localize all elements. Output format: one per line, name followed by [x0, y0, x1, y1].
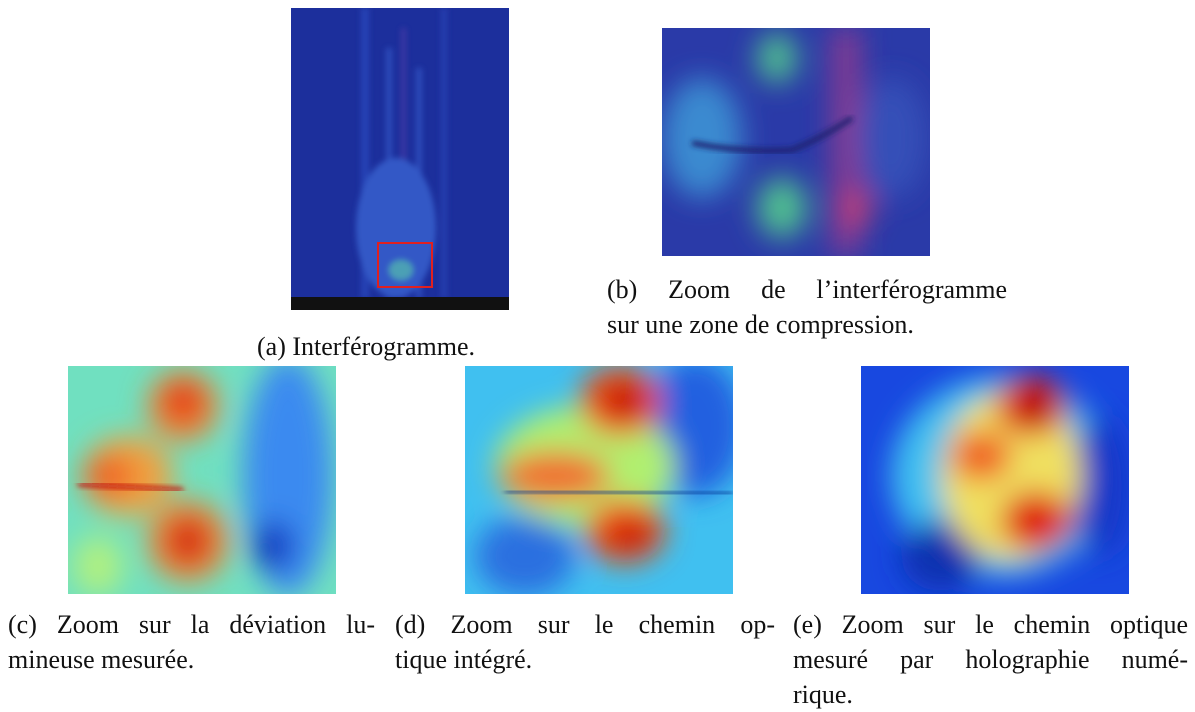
caption-b: (b) Zoom de l’interférogramme sur une zon…: [607, 272, 1007, 342]
zoom-deviation-image: [68, 366, 336, 594]
caption-line: (c) Zoom sur la déviation lu-: [8, 610, 375, 639]
caption-c: (c) Zoom sur la déviation lu-mineuse mes…: [8, 607, 375, 677]
zoom-interferogram-image: [662, 28, 930, 256]
caption-line: rique.: [793, 680, 853, 709]
caption-line: mineuse mesurée.: [8, 645, 195, 674]
zoom-integrated-path-image: [465, 366, 733, 594]
caption-line: (b) Zoom de l’interférogramme: [607, 275, 1007, 304]
caption-e: (e) Zoom sur le chemin optique mesuré par…: [793, 607, 1188, 712]
interferogram-image: [291, 8, 509, 310]
caption-line: mesuré par holographie numé-: [793, 645, 1188, 674]
caption-line: sur une zone de compression.: [607, 310, 914, 339]
caption-line: (a) Interférogramme.: [257, 332, 475, 361]
caption-line: (d) Zoom sur le chemin op-: [395, 610, 775, 639]
caption-d: (d) Zoom sur le chemin op-tique intégré.: [395, 607, 775, 677]
caption-a: (a) Interférogramme.: [257, 329, 577, 364]
caption-line: tique intégré.: [395, 645, 533, 674]
zoom-holography-image: [861, 366, 1129, 594]
caption-line: (e) Zoom sur le chemin optique: [793, 610, 1188, 639]
